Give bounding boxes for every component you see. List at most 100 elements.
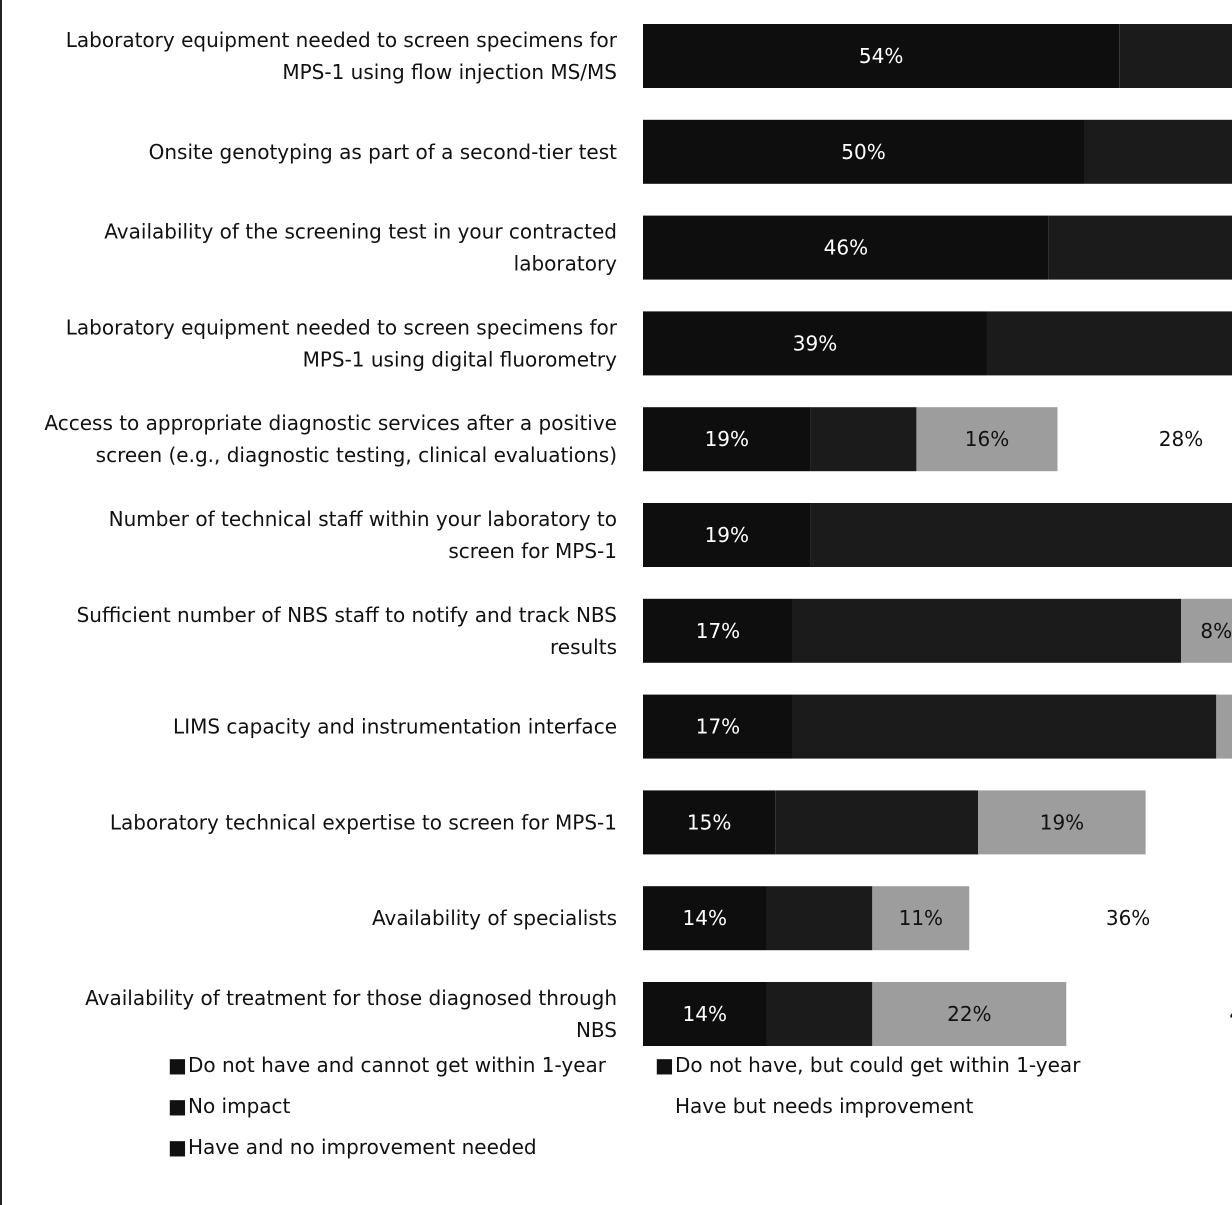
category-label: Onsite genotyping as part of a second-ti… (149, 140, 618, 164)
bar-segment (1145, 790, 1232, 855)
data-label: 14% (683, 906, 727, 930)
bar-segment (1216, 694, 1232, 759)
bar-segment (1057, 407, 1232, 472)
category-label-line: MPS-1 using flow injection MS/MS (282, 60, 617, 84)
data-label: 8% (1200, 619, 1232, 643)
category-label-line: Onsite genotyping as part of a second-ti… (149, 140, 618, 164)
legend-label: Do not have, but could get within 1-year (675, 1053, 1081, 1077)
bar-segment (643, 886, 767, 951)
bar-segment (766, 982, 873, 1046)
legend-label: No impact (188, 1094, 291, 1118)
category-label-line: Availability of the screening test in yo… (104, 220, 617, 244)
category-label: Availability of specialists (372, 906, 617, 930)
legend-item: ■ Have and no improvement needed (168, 1135, 537, 1159)
data-label: 39% (793, 331, 837, 355)
bar-segment (810, 407, 917, 472)
category-label-line: NBS (576, 1018, 617, 1042)
bar-segment (872, 982, 1067, 1046)
bar-segment (1181, 598, 1232, 663)
bar-segment (643, 311, 987, 376)
bar-row: Sufficient number of NBS staff to notify… (77, 598, 1232, 663)
data-label: 19% (705, 523, 749, 547)
bar-segment (792, 598, 1182, 663)
data-label: 50% (841, 140, 885, 164)
legend-item: ■ Do not have, but could get within 1-yea… (655, 1053, 1081, 1077)
legend-label: Have and no improvement needed (188, 1135, 537, 1159)
category-label: Laboratory equipment needed to screen sp… (66, 315, 618, 371)
bar-segment (643, 119, 1084, 184)
legend-marker: ■ (168, 1053, 187, 1077)
legend-marker: ■ (168, 1094, 187, 1118)
bar-row: LIMS capacity and instrumentation interf… (173, 694, 1232, 759)
category-label-line: LIMS capacity and instrumentation interf… (173, 715, 617, 739)
bar-segment (916, 407, 1058, 472)
bar-row: Number of technical staff within your la… (109, 503, 1232, 567)
bar-segment (643, 982, 767, 1046)
category-label: LIMS capacity and instrumentation interf… (173, 715, 617, 739)
category-label-line: Sufficient number of NBS staff to notify… (77, 603, 617, 627)
category-label-line: laboratory (514, 252, 618, 276)
legend: ■ Do not have and cannot get within 1-yea… (168, 1053, 1081, 1159)
bar-row: Laboratory technical expertise to screen… (110, 790, 1232, 855)
data-label: 28% (1159, 427, 1203, 451)
bar-segment (643, 215, 1049, 280)
plot-area: Laboratory equipment needed to screen sp… (44, 24, 1232, 1046)
bar-segment (969, 886, 1232, 951)
legend-label: Have but needs improvement (675, 1094, 973, 1118)
category-label-line: Laboratory equipment needed to screen sp… (66, 28, 618, 52)
bar-row: Access to appropriate diagnostic service… (44, 407, 1232, 472)
bar-segment (978, 790, 1146, 855)
bar-segment (1119, 24, 1232, 88)
category-label-line: screen (e.g., diagnostic testing, clinic… (96, 443, 617, 467)
bar-row: Onsite genotyping as part of a second-ti… (149, 119, 1232, 184)
bar-segment (1084, 119, 1232, 184)
data-label: 19% (1040, 810, 1084, 834)
data-label: 46% (824, 236, 868, 260)
category-label: Laboratory equipment needed to screen sp… (66, 28, 618, 84)
category-label: Laboratory technical expertise to screen… (110, 810, 617, 834)
bar-segment (792, 694, 1217, 759)
bar-row: Laboratory equipment needed to screen sp… (66, 24, 1232, 88)
bar-segment (986, 311, 1232, 376)
data-label: 17% (696, 619, 740, 643)
category-label-line: MPS-1 using digital fluorometry (303, 347, 618, 371)
category-label-line: Laboratory equipment needed to screen sp… (66, 315, 618, 339)
bar-row: Availability of treatment for those diag… (85, 982, 1232, 1046)
bar-segment (643, 694, 793, 759)
bar-segment (775, 790, 979, 855)
bar-row: Availability of the screening test in yo… (104, 215, 1232, 280)
bar-segment (1048, 215, 1232, 280)
legend-item: Have but needs improvement (675, 1094, 973, 1118)
data-label: 22% (947, 1002, 991, 1026)
bar-segment (1066, 982, 1232, 1046)
data-label: 19% (705, 427, 749, 451)
data-label: 16% (965, 427, 1009, 451)
data-label: 42% (1229, 1002, 1232, 1026)
category-label: Availability of treatment for those diag… (85, 986, 617, 1042)
data-label: 17% (696, 715, 740, 739)
category-label-line: Number of technical staff within your la… (109, 507, 617, 531)
legend-item: ■ Do not have and cannot get within 1-yea… (168, 1053, 607, 1077)
category-label: Number of technical staff within your la… (109, 507, 617, 563)
bar-segment (643, 503, 811, 567)
bar-segment (643, 407, 811, 472)
legend-marker: ■ (655, 1053, 674, 1077)
category-label-line: Availability of specialists (372, 906, 617, 930)
category-label-line: Access to appropriate diagnostic service… (44, 411, 617, 435)
category-label-line: screen for MPS-1 (448, 539, 617, 563)
bar-row: Laboratory equipment needed to screen sp… (66, 311, 1232, 376)
category-label-line: Availability of treatment for those diag… (85, 986, 617, 1010)
legend-item: ■ No impact (168, 1094, 291, 1118)
data-label: 11% (899, 906, 943, 930)
bar-segment (810, 503, 1232, 567)
legend-marker: ■ (168, 1135, 187, 1159)
category-label: Sufficient number of NBS staff to notify… (77, 603, 617, 659)
data-label: 14% (683, 1002, 727, 1026)
bar-segment (872, 886, 970, 951)
category-label: Availability of the screening test in yo… (104, 220, 617, 276)
bar-segment (643, 24, 1120, 88)
category-label: Access to appropriate diagnostic service… (44, 411, 617, 467)
